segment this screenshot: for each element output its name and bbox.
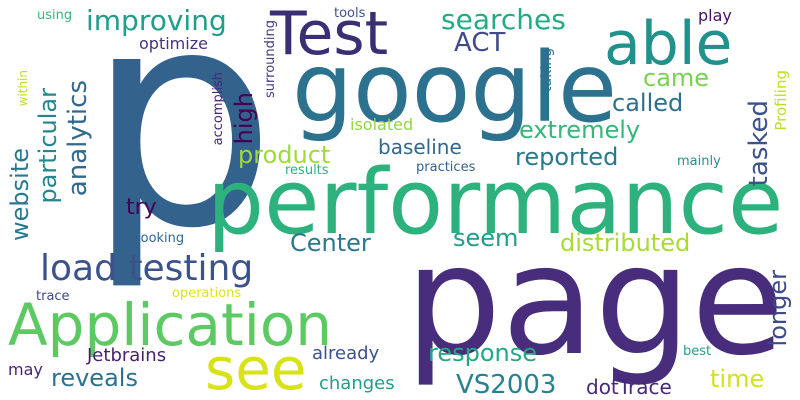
word-distributed: distributed [560,229,691,257]
word-operations: operations [172,286,242,301]
word-using: using [37,8,73,23]
word-profiling: Profiling [772,70,790,131]
word-able: able [604,9,733,79]
word-accomplish: accomplish [211,72,226,146]
word-isolated: isolated [350,115,414,134]
word-particular: particular [34,88,62,204]
word-reveals: reveals [51,364,138,392]
word-came: came [643,64,710,92]
word-tools: tools [334,6,366,21]
word-taking: taking [539,48,555,92]
word-page: page [405,212,785,389]
word-time: time [710,365,765,393]
word-seem: seem [453,224,519,252]
word-optimize: optimize [139,34,208,53]
word-looking: looking [137,231,185,246]
word-within: within [16,70,30,107]
word-try: try [126,195,157,220]
word-baseline: baseline [378,135,462,159]
word-analytics: analytics [63,80,93,197]
word-surrounding: surrounding [263,20,278,98]
word-response: response [428,339,538,367]
word-act: ACT [454,28,506,58]
word-longer: longer [764,270,792,347]
word-performance: performance [207,150,784,255]
word-mainly: mainly [677,154,721,169]
word-play: play [698,6,732,25]
word-called: called [612,89,684,117]
word-extremely: extremely [519,116,641,144]
word-test: Test [270,0,389,69]
word-changes: changes [319,373,395,394]
word-application: Application [8,291,333,359]
word-vs2003: VS2003 [456,370,557,400]
word-searches: searches [441,3,566,36]
word-may: may [8,360,43,379]
word-product: product [238,141,331,169]
word-dottrace: dotTrace [586,375,672,399]
word-practices: practices [416,160,476,175]
word-load-testing: load testing [40,248,254,289]
word-center: Center [290,229,371,257]
word-improving: improving [86,4,227,37]
word-already: already [312,343,380,364]
word-results: results [285,163,329,178]
word-google: google [292,32,618,144]
word-website: website [6,148,34,241]
word-tasked: tasked [744,100,774,187]
word-see: see [205,335,307,400]
word-p: p [86,0,277,294]
word-reported: reported [515,143,619,171]
word-best: best [683,344,712,359]
word-trace: trace [36,289,70,304]
word-high: high [230,92,258,145]
word-jetbrains: Jetbrains [87,345,167,366]
